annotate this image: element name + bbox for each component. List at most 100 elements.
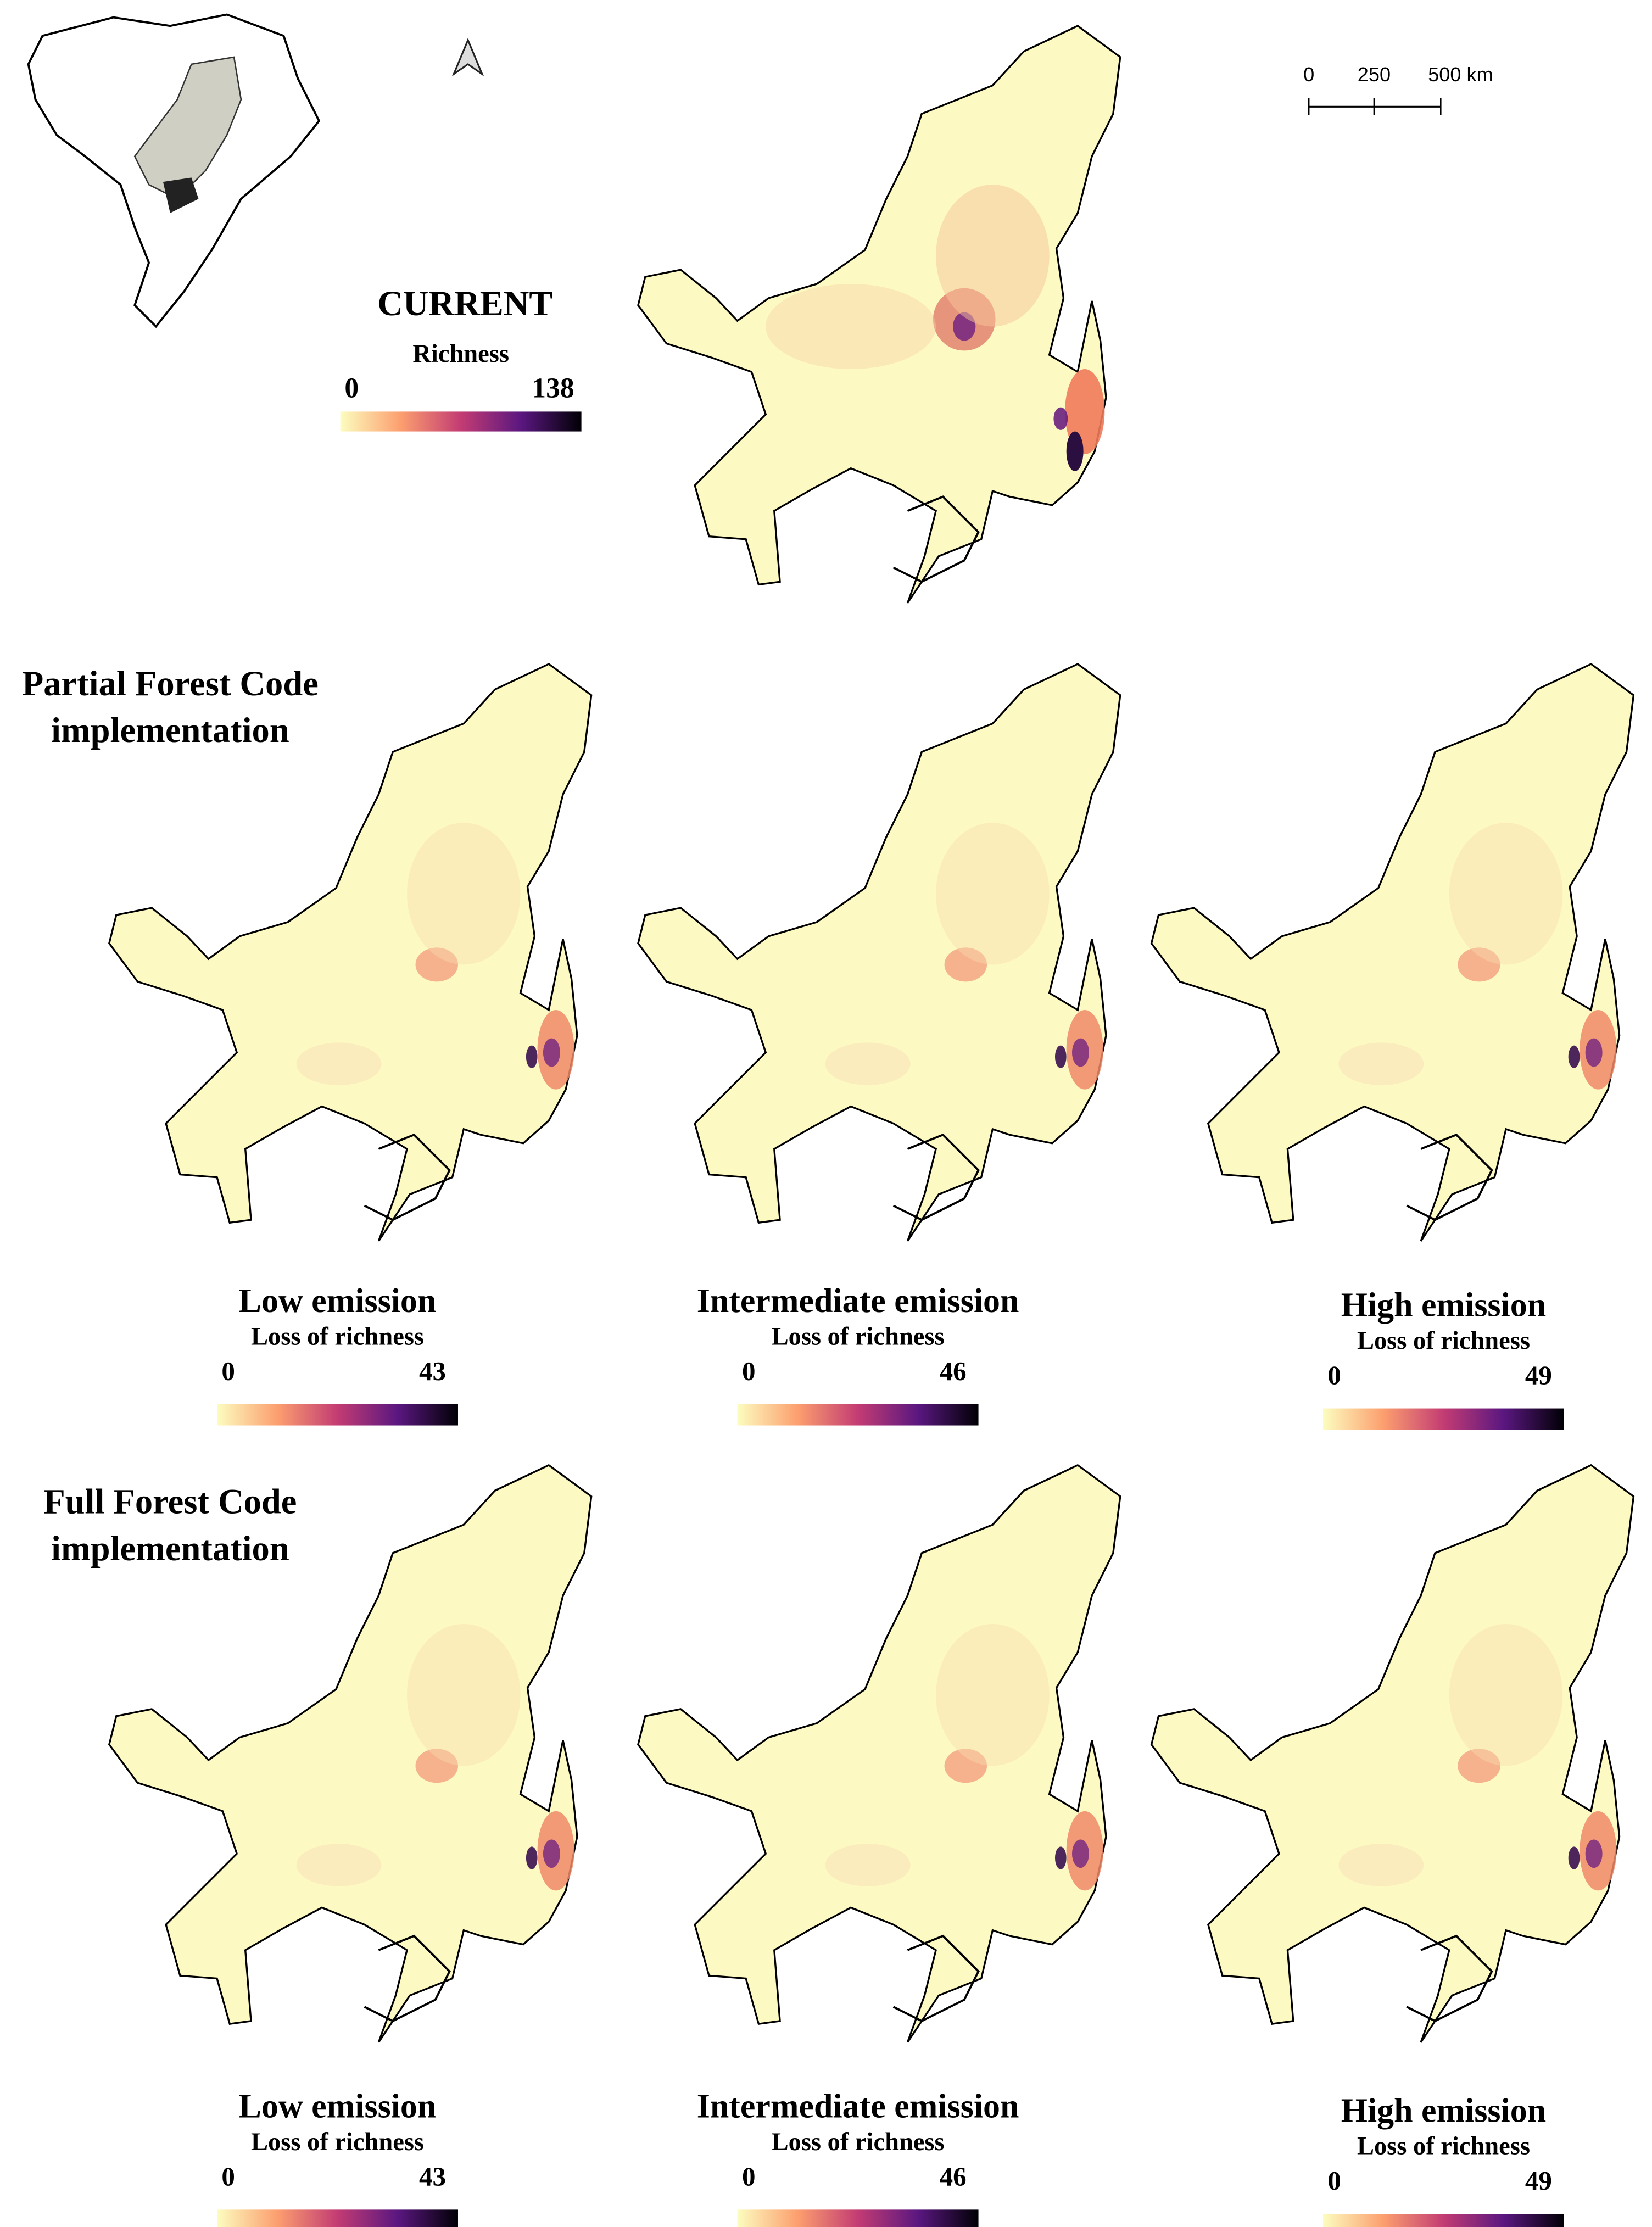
legend-min: 0	[1327, 1360, 1341, 1391]
panel-title: Low emission	[239, 2088, 437, 2125]
legend-min: 0	[344, 373, 359, 404]
legend-colorbar	[340, 411, 582, 432]
coast-detail	[1406, 1934, 1493, 2023]
map	[1150, 663, 1635, 1242]
richness-patch	[1568, 1846, 1580, 1869]
legend-max: 138	[532, 373, 574, 404]
richness-patch	[936, 823, 1050, 965]
legend-min: 0	[221, 2161, 235, 2191]
panel-title: CURRENT	[377, 283, 552, 323]
richness-patch	[1054, 1846, 1067, 1869]
legend-label: Loss of richness	[1357, 1327, 1530, 1355]
richness-patch	[1071, 1038, 1089, 1067]
map	[108, 1464, 593, 2044]
panel-title: High emission	[1341, 1287, 1547, 1324]
legend-max: 46	[940, 1356, 967, 1386]
map	[1150, 1464, 1635, 2044]
coast-detail	[892, 1934, 980, 2023]
richness-patch	[944, 1749, 987, 1783]
map-region	[108, 663, 593, 1242]
legend-label: Loss of richness	[772, 1322, 945, 1350]
scale-label: 0	[1303, 63, 1314, 86]
richness-patch	[825, 1844, 911, 1886]
richness-patch	[944, 947, 987, 982]
legend-min: 0	[221, 1356, 235, 1386]
richness-patch	[1066, 431, 1084, 471]
richness-patch	[1585, 1038, 1603, 1067]
legend-colorbar	[1322, 2214, 1564, 2227]
legend-max: 43	[419, 1356, 446, 1386]
row-title: implementation	[51, 710, 289, 750]
richness-patch	[1449, 1624, 1563, 1766]
atlantic-area	[163, 177, 199, 213]
legend-label: Loss of richness	[251, 1322, 424, 1350]
richness-patch	[543, 1038, 560, 1067]
legend-label: Loss of richness	[1357, 2133, 1530, 2161]
row-title: implementation	[51, 1528, 289, 1568]
legend-colorbar	[217, 2209, 458, 2227]
legend-colorbar	[737, 2209, 979, 2227]
richness-patch	[936, 1624, 1050, 1766]
north-arrow	[451, 37, 484, 77]
map-region	[637, 663, 1121, 1242]
richness-patch	[1449, 823, 1563, 965]
scale-label: 250	[1358, 63, 1391, 86]
legend-max: 49	[1525, 1360, 1552, 1391]
richness-patch	[296, 1844, 382, 1886]
richness-patch	[1458, 947, 1500, 982]
legend-colorbar	[737, 1404, 979, 1426]
row-title: Partial Forest Code	[22, 663, 319, 703]
legend-label: Loss of richness	[251, 2128, 424, 2156]
map	[637, 663, 1121, 1242]
scale-bar: 0 250 500 km	[1303, 63, 1493, 115]
legend-min: 0	[742, 2161, 756, 2191]
coast-detail	[1406, 1133, 1493, 1221]
legend-colorbar	[1322, 1408, 1564, 1430]
coast-detail	[364, 1133, 451, 1221]
panel-title: High emission	[1341, 2092, 1547, 2129]
richness-patch	[1054, 1045, 1067, 1068]
richness-patch	[825, 1042, 911, 1085]
legend-label: Loss of richness	[772, 2128, 945, 2156]
panel-title: Intermediate emission	[697, 2088, 1019, 2125]
richness-patch	[766, 284, 936, 369]
legend-max: 43	[419, 2161, 446, 2191]
map-region	[1150, 663, 1635, 1242]
legend-max: 46	[940, 2161, 967, 2191]
scale-label: 500 km	[1428, 63, 1493, 86]
legend-colorbar	[217, 1404, 458, 1426]
richness-patch	[526, 1846, 538, 1869]
legend-min: 0	[1327, 2165, 1341, 2196]
richness-patch	[415, 1749, 458, 1783]
richness-patch	[543, 1839, 560, 1868]
map	[637, 25, 1121, 604]
richness-patch	[1071, 1839, 1089, 1868]
inset-map	[27, 13, 321, 328]
map-region	[637, 1464, 1121, 2044]
panel-title: Low emission	[239, 1282, 437, 1320]
map	[108, 663, 593, 1242]
richness-patch	[407, 823, 521, 965]
richness-patch	[1458, 1749, 1500, 1783]
richness-patch	[1338, 1844, 1424, 1886]
richness-patch	[1053, 407, 1068, 430]
legend-max: 49	[1525, 2165, 1552, 2196]
legend-min: 0	[742, 1356, 756, 1386]
richness-patch	[1568, 1045, 1580, 1068]
coast-detail	[892, 1133, 980, 1221]
richness-patch	[1338, 1042, 1424, 1085]
map-region	[1150, 1464, 1635, 2044]
richness-patch	[1585, 1839, 1603, 1868]
richness-patch	[415, 947, 458, 982]
richness-patch	[526, 1045, 538, 1068]
coast-detail	[364, 1934, 451, 2023]
richness-patch	[936, 185, 1050, 327]
coast-detail	[892, 495, 980, 583]
richness-patch	[296, 1042, 382, 1085]
legend-label: Richness	[412, 340, 509, 368]
map	[637, 1464, 1121, 2044]
panel-title: Intermediate emission	[697, 1282, 1019, 1320]
richness-patch	[407, 1624, 521, 1766]
